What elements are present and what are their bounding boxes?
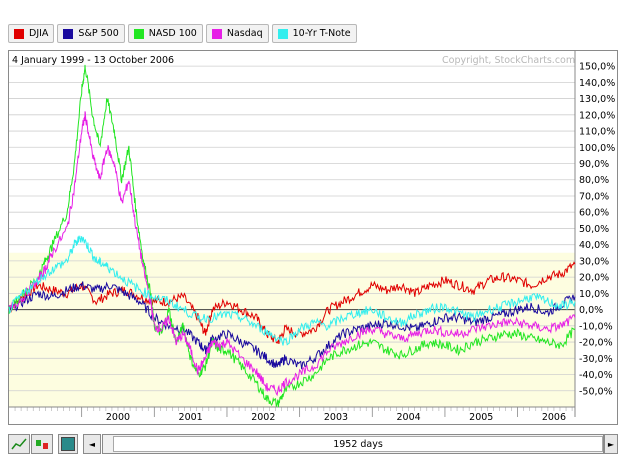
x-tick-label: 2001 [179,412,203,423]
toolbar: ◄ 1952 days ► [8,434,618,456]
legend-item-sp500[interactable]: S&P 500 [57,24,125,43]
series-line-1 [8,281,576,370]
legend: DJIA S&P 500 NASD 100 Nasdaq 10-Yr T-Not… [8,24,357,45]
x-tick-label: 2006 [542,412,566,423]
chevron-right-icon: ► [607,439,615,449]
y-tick-label: 130,0% [579,94,615,105]
series-line-2 [8,64,576,408]
y-tick-label: 60,0% [579,208,609,219]
scrollbar-track[interactable]: 1952 days [102,434,604,454]
y-tick-label: 110,0% [579,127,615,138]
legend-label-sp500: S&P 500 [78,28,119,39]
legend-item-nasdaq[interactable]: Nasdaq [205,24,269,43]
y-tick-label: -40,0% [579,370,613,381]
date-range: 4 January 1999 - 13 October 2006 [12,55,175,66]
series-line-3 [8,111,576,397]
legend-label-nasdaq: Nasdaq [226,28,263,39]
y-tick-label: 140,0% [579,78,615,89]
x-tick-label: 2005 [469,412,493,423]
x-tick-label: 2003 [324,412,348,423]
y-tick-label: 120,0% [579,110,615,121]
scroll-left-button[interactable]: ◄ [83,434,101,454]
legend-swatch-djia [14,28,24,39]
series-line-0 [8,261,576,344]
y-tick-label: 50,0% [579,224,609,235]
ohlc-chart-button[interactable] [31,434,53,454]
scrollbar-thumb[interactable]: 1952 days [113,436,603,452]
y-tick-label: 10,0% [579,289,609,300]
chevron-left-icon: ◄ [88,439,96,449]
y-tick-label: 20,0% [579,273,609,284]
line-chart-icon [11,438,27,450]
y-tick-label: 30,0% [579,256,609,267]
legend-label-djia: DJIA [29,28,49,39]
y-tick-label: 90,0% [579,159,609,170]
legend-item-nasd100[interactable]: NASD 100 [127,24,203,43]
series-line-4 [8,235,576,346]
y-tick-label: 70,0% [579,191,609,202]
y-tick-label: 80,0% [579,175,609,186]
legend-swatch-nasdaq [211,28,222,39]
y-tick-label: -20,0% [579,338,613,349]
x-tick-label: 2002 [251,412,275,423]
legend-swatch-nasd100 [133,28,144,39]
y-tick-label: -10,0% [579,321,613,332]
x-tick-label: 2000 [106,412,130,423]
line-chart-button[interactable] [8,434,30,454]
ohlc-chart-icon [36,440,48,449]
legend-swatch-tnote [277,28,288,39]
y-tick-label: 150,0% [579,62,615,73]
x-tick-label: 2004 [397,412,421,423]
legend-item-djia[interactable]: DJIA [8,24,55,43]
scroll-right-button[interactable]: ► [604,434,618,454]
legend-label-tnote: 10-Yr T-Note [292,28,351,39]
color-swatch-icon [61,437,75,451]
copyright: Copyright, StockCharts.com [442,55,576,66]
y-tick-label: 100,0% [579,143,615,154]
y-tick-label: 40,0% [579,240,609,251]
legend-swatch-sp500 [63,28,74,39]
y-tick-label: -50,0% [579,386,613,397]
color-button[interactable] [58,434,78,454]
y-tick-label: 0,0% [579,305,603,316]
range-label: 1952 days [333,438,383,450]
legend-item-tnote[interactable]: 10-Yr T-Note [271,24,357,43]
legend-label-nasd100: NASD 100 [148,28,197,39]
y-tick-label: -30,0% [579,354,613,365]
